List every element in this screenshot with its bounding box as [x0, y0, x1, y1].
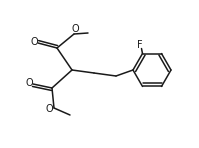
Text: F: F: [137, 40, 142, 50]
Text: O: O: [71, 24, 79, 34]
Text: O: O: [30, 37, 38, 47]
Text: O: O: [45, 104, 53, 114]
Text: O: O: [25, 78, 33, 88]
